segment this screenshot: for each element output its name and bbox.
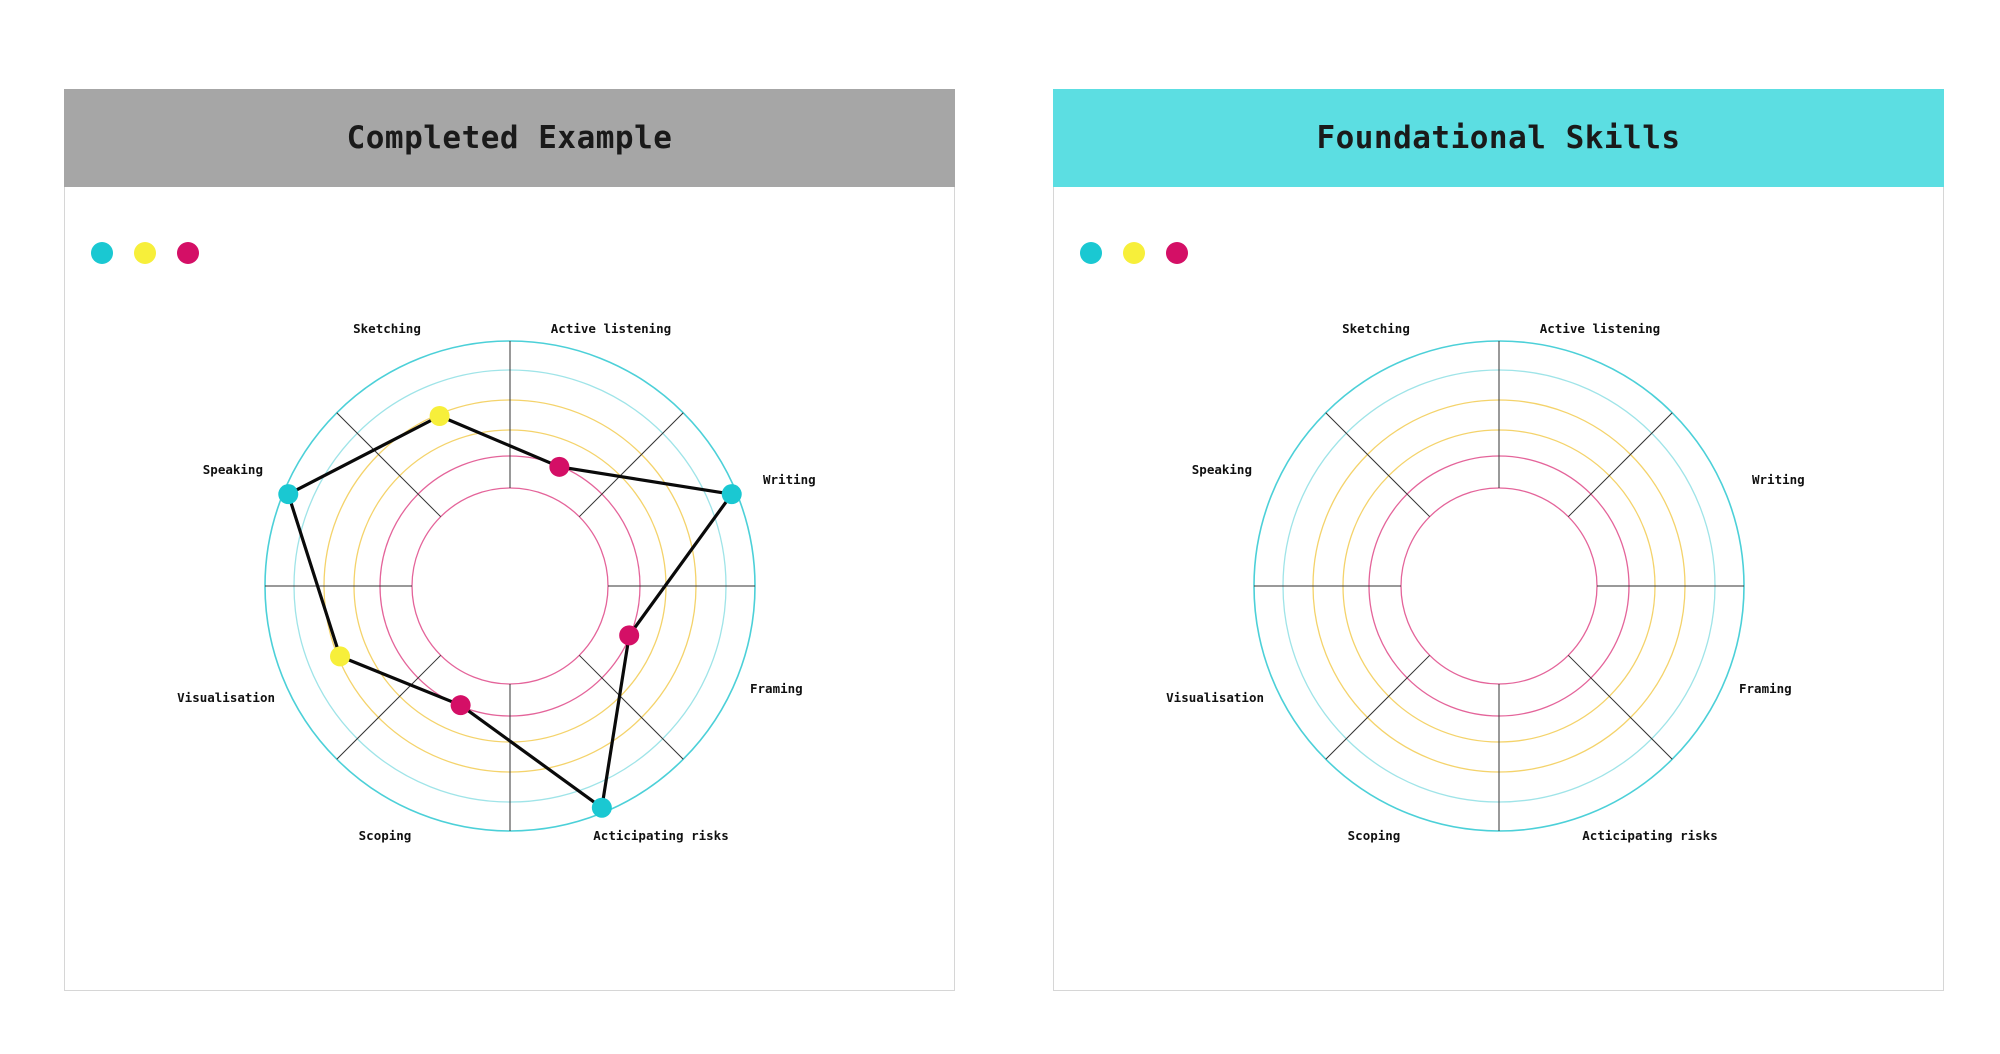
- legend-dot-yellow: [134, 242, 156, 264]
- wheel-spoke: [336, 654, 442, 760]
- skill-label: Acticipating risks: [593, 828, 728, 843]
- skill-label: Scoping: [1348, 828, 1401, 843]
- skill-label: Writing: [763, 472, 816, 487]
- wheel-spoke: [336, 412, 442, 518]
- skill-label: Framing: [750, 681, 803, 696]
- legend-dot-magenta: [1166, 242, 1188, 264]
- skill-label: Sketching: [353, 321, 421, 336]
- skill-label: Speaking: [203, 462, 263, 477]
- wheel-spoke: [1325, 412, 1431, 518]
- foundational-skills-card: Foundational Skills Active listening Writ…: [1053, 89, 1944, 991]
- legend-dot-magenta: [177, 242, 199, 264]
- wheel-ring: [411, 487, 609, 685]
- skill-label: Sketching: [1342, 321, 1410, 336]
- skill-label: Speaking: [1192, 462, 1252, 477]
- legend-dot-cyan: [91, 242, 113, 264]
- rating-point: [278, 484, 299, 505]
- rating-point: [721, 484, 742, 505]
- rating-point: [591, 797, 612, 818]
- skill-label: Active listening: [1540, 321, 1660, 336]
- rating-point: [450, 695, 471, 716]
- completed-example-header: Completed Example: [64, 89, 955, 187]
- rating-point: [330, 646, 351, 667]
- wheel-spoke: [578, 654, 684, 760]
- foundational-skills-skill-wheel: Active listening Writing Framing Acticipati…: [1166, 321, 1805, 843]
- skill-label: Framing: [1739, 681, 1792, 696]
- skill-label: Acticipating risks: [1582, 828, 1717, 843]
- completed-example-card: Completed Example Active listening Writin…: [64, 89, 955, 991]
- wheel-spoke: [1567, 412, 1673, 518]
- rating-point: [549, 456, 570, 477]
- skill-label: Visualisation: [1166, 690, 1264, 705]
- completed-example-skill-wheel: Active listening Writing Framing Acticipati…: [177, 321, 816, 843]
- wheel-ring: [1400, 487, 1598, 685]
- skill-label: Writing: [1752, 472, 1805, 487]
- legend-dot-yellow: [1123, 242, 1145, 264]
- skill-label: Scoping: [359, 828, 412, 843]
- rating-point: [619, 625, 640, 646]
- wheel-spoke: [1325, 654, 1431, 760]
- rating-point: [429, 406, 450, 427]
- skill-label: Active listening: [551, 321, 671, 336]
- foundational-skills-header: Foundational Skills: [1053, 89, 1944, 187]
- wheel-spoke: [578, 412, 684, 518]
- wheel-spoke: [1567, 654, 1673, 760]
- legend-dot-cyan: [1080, 242, 1102, 264]
- skill-label: Visualisation: [177, 690, 275, 705]
